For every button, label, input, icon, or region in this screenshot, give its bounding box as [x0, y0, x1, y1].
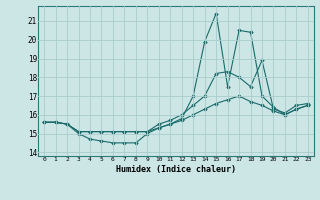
X-axis label: Humidex (Indice chaleur): Humidex (Indice chaleur): [116, 165, 236, 174]
